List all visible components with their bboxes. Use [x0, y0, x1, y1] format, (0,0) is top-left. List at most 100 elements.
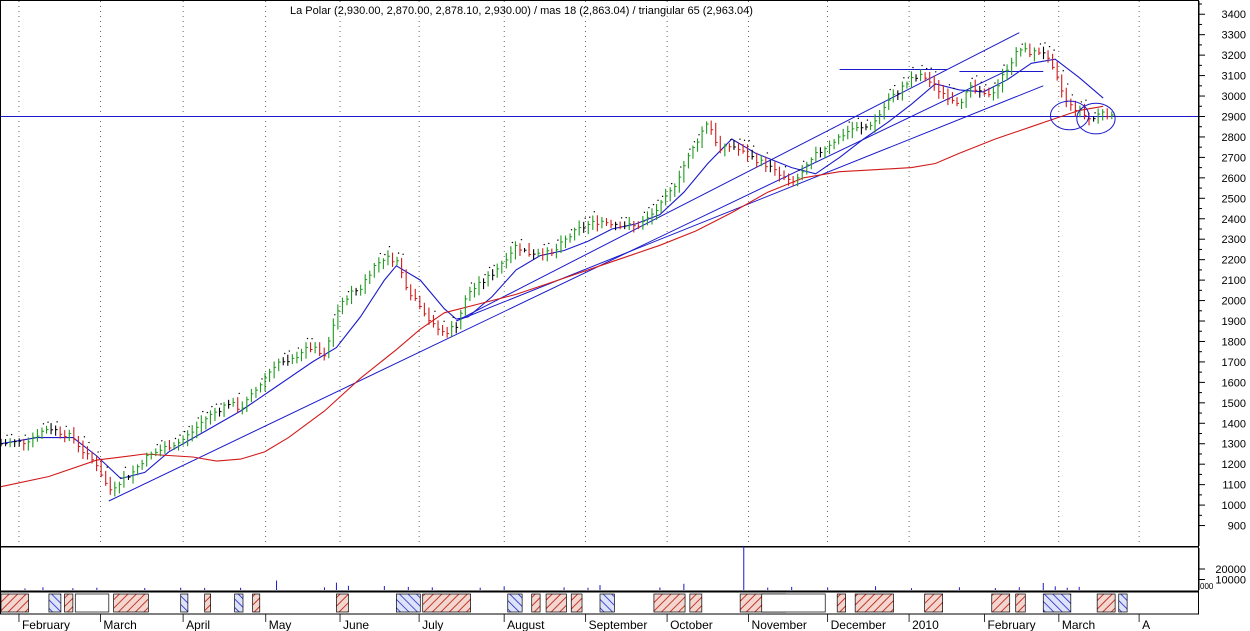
highlight-ellipse: [1049, 100, 1090, 131]
stop-dot: [652, 203, 655, 206]
stop-dot: [1085, 99, 1087, 101]
volume-tick-label: 10000: [1215, 575, 1246, 587]
stop-dot: [671, 182, 673, 185]
stop-dot: [83, 436, 86, 438]
stop-dot: [1039, 43, 1042, 45]
stop-dot: [215, 403, 218, 405]
stop-dot: [1071, 94, 1074, 96]
stop-dot: [739, 138, 741, 140]
trendline: [108, 70, 1008, 502]
stop-dot: [156, 443, 158, 446]
stop-dot: [197, 417, 199, 419]
stop-dot: [202, 410, 204, 413]
stop-dot: [689, 148, 691, 150]
stop-dot: [452, 316, 454, 319]
price-tick-label: 1600: [1222, 377, 1246, 389]
signal-segment: [991, 593, 1011, 613]
price-tick-label: 900: [1228, 521, 1246, 533]
stop-dot: [306, 337, 309, 340]
price-tick-label: 1000: [1222, 500, 1246, 512]
month-label: July: [422, 618, 443, 631]
stop-dot: [907, 77, 910, 79]
moving-averages: [0, 58, 1104, 488]
stop-dot: [1048, 45, 1051, 48]
stop-dot: [488, 266, 491, 269]
price-tick-label: 2700: [1222, 152, 1246, 164]
stop-dot: [798, 169, 800, 171]
stop-dot: [65, 425, 67, 428]
chart-title: La Polar (2,930.00, 2,870.00, 2,878.10, …: [290, 5, 753, 17]
stop-dot: [261, 378, 263, 380]
signal-segment: [689, 593, 703, 613]
signal-segment: [336, 593, 349, 613]
month-label: August: [507, 618, 545, 631]
stop-dot: [557, 239, 559, 241]
price-tick-label: 2300: [1222, 234, 1246, 246]
signal-segment: [507, 593, 523, 613]
price-tick-label: 2600: [1222, 173, 1246, 185]
stop-dot: [948, 84, 951, 86]
stop-dot: [388, 245, 391, 248]
price-tick-label: 1400: [1222, 418, 1246, 430]
signal-segment: [545, 593, 567, 613]
stop-dot: [434, 310, 436, 312]
volume-unit-note: 000: [1200, 582, 1214, 591]
price-tick-label: 2000: [1222, 296, 1246, 308]
stop-dot: [976, 75, 978, 77]
stop-dot: [120, 477, 122, 479]
month-label: 2010: [912, 618, 939, 631]
price-tick-label: 3300: [1222, 30, 1246, 42]
price-tick-label: 1700: [1222, 357, 1246, 369]
stop-dot: [925, 67, 928, 70]
stop-dot: [379, 252, 382, 255]
stop-dot: [334, 314, 336, 316]
stop-dot: [88, 441, 90, 444]
signal-segment: [1096, 593, 1116, 613]
price-tick-label: 2200: [1222, 255, 1246, 267]
stop-dot: [484, 273, 486, 276]
stop-dot: [766, 152, 769, 154]
stop-dot: [1044, 42, 1046, 44]
stop-dot: [698, 134, 700, 136]
stop-dot: [347, 290, 350, 293]
signal-segment: [854, 593, 894, 613]
stop-dot: [124, 466, 127, 469]
month-label: March: [103, 618, 136, 631]
price-tick-label: 2800: [1222, 132, 1246, 144]
stop-dot: [174, 437, 177, 440]
price-tick-label: 2400: [1222, 214, 1246, 226]
stop-dot: [803, 160, 805, 163]
ma-line: [0, 58, 1104, 480]
stop-dot: [648, 206, 650, 209]
stop-dot: [402, 253, 404, 255]
signal-segment: [531, 593, 541, 613]
stop-dot: [42, 423, 45, 425]
stop-dot: [384, 253, 386, 256]
stop-dot: [661, 195, 664, 198]
stop-dot: [183, 430, 186, 433]
ma-line: [0, 105, 1104, 488]
month-label: December: [831, 618, 886, 631]
stop-dot: [743, 139, 746, 142]
price-tick-label: 1300: [1222, 439, 1246, 451]
volume-tick-label: 20000: [1215, 564, 1246, 576]
stop-dot: [1053, 49, 1055, 51]
stop-dot: [593, 211, 596, 213]
stop-dot: [179, 434, 181, 436]
month-label: February: [22, 618, 70, 631]
signal-segment: [599, 593, 615, 613]
signal-segment: [653, 593, 686, 613]
main-panel-frame: [0, 0, 1199, 547]
stop-dot: [903, 77, 905, 79]
stop-dot: [206, 411, 209, 414]
price-tick-label: 1100: [1222, 480, 1246, 492]
price-tick-label: 3200: [1222, 50, 1246, 62]
stop-dot: [284, 352, 286, 355]
stop-dot: [921, 64, 923, 67]
signal-segment: [74, 593, 110, 613]
month-label: April: [186, 618, 210, 631]
signal-segment: [924, 593, 943, 613]
signal-segment: [395, 593, 421, 613]
stop-dot: [493, 264, 495, 267]
